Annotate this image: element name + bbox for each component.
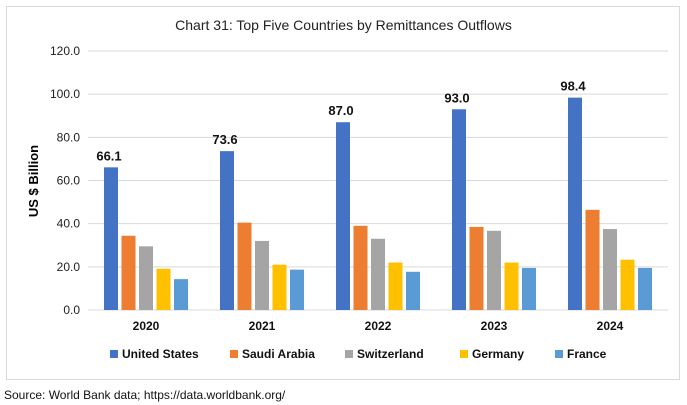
bar-saudi-arabia-2020	[121, 235, 136, 310]
legend-swatch	[110, 350, 118, 358]
x-tick-label: 2022	[365, 319, 392, 333]
chart-title: Chart 31: Top Five Countries by Remittan…	[175, 17, 512, 33]
bar-saudi-arabia-2021	[237, 222, 252, 310]
bar-germany-2021	[272, 264, 287, 310]
bar-united-states-2020	[104, 167, 118, 310]
legend-swatch	[460, 350, 468, 358]
bar-germany-2024	[620, 259, 635, 310]
bar-germany-2023	[504, 262, 519, 310]
bar-france-2022	[406, 271, 420, 310]
data-label: 87.0	[328, 103, 353, 118]
chart-frame	[6, 6, 680, 380]
data-label: 98.4	[560, 79, 586, 94]
legend-label: France	[567, 347, 607, 361]
bar-united-states-2024	[568, 97, 582, 311]
data-label: 93.0	[444, 90, 469, 105]
legend-swatch	[345, 350, 353, 358]
bar-switzerland-2021	[255, 240, 269, 310]
bar-switzerland-2024	[603, 229, 617, 310]
bar-france-2023	[522, 267, 536, 310]
bar-france-2020	[174, 279, 188, 310]
bar-germany-2020	[156, 268, 171, 310]
bar-united-states-2023	[452, 109, 466, 311]
data-label: 73.6	[212, 132, 237, 147]
y-axis-label: US $ Billion	[26, 145, 41, 217]
legend-label: United States	[122, 347, 199, 361]
bar-united-states-2021	[220, 151, 234, 310]
x-tick-label: 2024	[597, 319, 624, 333]
legend-label: Switzerland	[357, 347, 424, 361]
source-note: Source: World Bank data; https://data.wo…	[4, 388, 286, 402]
y-tick-label: 80.0	[57, 130, 81, 144]
bar-switzerland-2023	[487, 230, 501, 310]
y-tick-label: 120.0	[50, 44, 80, 58]
bar-saudi-arabia-2024	[585, 209, 600, 310]
bar-saudi-arabia-2022	[353, 225, 368, 310]
y-tick-label: 20.0	[57, 260, 81, 274]
y-tick-label: 60.0	[57, 174, 81, 188]
y-tick-label: 100.0	[50, 87, 80, 101]
bar-united-states-2022	[336, 122, 350, 310]
bar-germany-2022	[388, 262, 403, 310]
legend-label: Germany	[472, 347, 524, 361]
legend-swatch	[230, 350, 238, 358]
y-tick-label: 40.0	[57, 217, 81, 231]
x-tick-label: 2020	[133, 319, 160, 333]
bar-france-2021	[290, 269, 304, 310]
data-label: 66.1	[96, 148, 121, 163]
legend-label: Saudi Arabia	[242, 347, 315, 361]
bar-switzerland-2022	[371, 238, 385, 310]
bar-saudi-arabia-2023	[469, 226, 484, 310]
legend-swatch	[555, 350, 563, 358]
bar-switzerland-2020	[139, 246, 153, 310]
x-tick-label: 2021	[249, 319, 276, 333]
bar-france-2024	[638, 267, 652, 310]
y-tick-label: 0.0	[63, 303, 80, 317]
x-tick-label: 2023	[481, 319, 508, 333]
